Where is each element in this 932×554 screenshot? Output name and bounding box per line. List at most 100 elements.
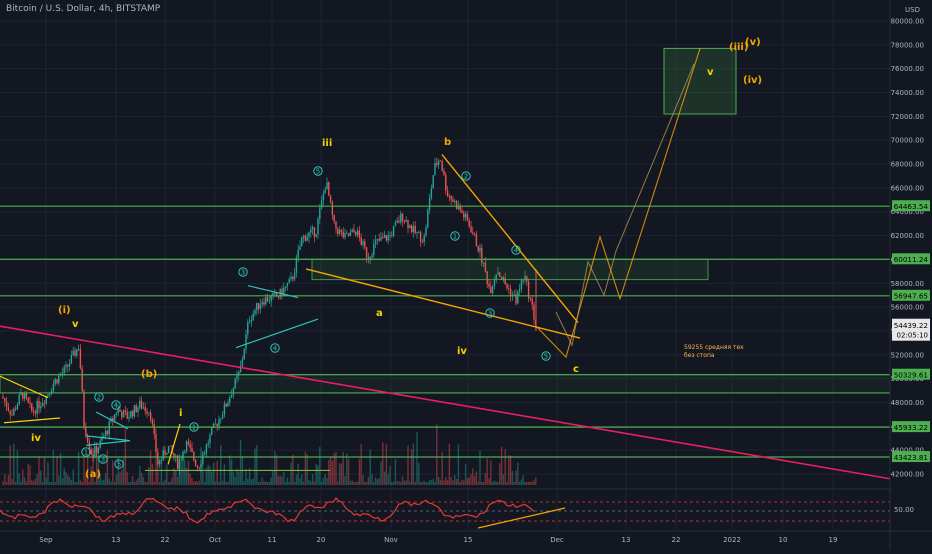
volume-bar	[51, 482, 52, 485]
candle-body	[139, 401, 140, 408]
volume-bar	[53, 450, 54, 485]
price-tick-label: 56000.00	[891, 304, 924, 312]
candle-body	[199, 467, 200, 468]
volume-bar	[267, 482, 268, 485]
candle-body	[307, 237, 308, 241]
volume-bar	[235, 477, 236, 485]
oscillator-level-label: 50.00	[894, 506, 914, 514]
currency-label: USD	[905, 6, 920, 14]
candle-body	[123, 410, 124, 417]
volume-bar	[501, 447, 502, 485]
volume-bar	[218, 482, 219, 485]
volume-bar	[317, 465, 318, 485]
volume-bar	[294, 482, 295, 485]
volume-bar	[508, 455, 509, 485]
price-level-tag-label: 43423.81	[894, 453, 928, 462]
volume-bar	[447, 480, 448, 485]
volume-bar	[398, 481, 399, 485]
circled-label: 4	[273, 345, 278, 353]
price-tick-label: 66000.00	[891, 184, 924, 192]
candle-body	[263, 302, 264, 304]
candle-body	[488, 284, 489, 287]
resistance-zone-box	[312, 259, 708, 279]
time-tick-label: 2022	[723, 536, 741, 544]
volume-bar	[6, 482, 7, 485]
volume-bar	[366, 482, 367, 485]
candle-body	[461, 210, 462, 212]
candle-body	[37, 401, 38, 414]
volume-bar	[224, 464, 225, 485]
candle-body	[452, 200, 453, 202]
candle-body	[454, 201, 455, 202]
volume-bar	[418, 463, 419, 485]
candle-body	[514, 294, 515, 295]
volume-bar	[377, 479, 378, 485]
volume-bar	[105, 473, 106, 485]
volume-bar	[107, 451, 108, 485]
circled-label: 1	[453, 233, 457, 241]
volume-bar	[479, 451, 480, 485]
candle-body	[114, 414, 115, 420]
volume-bar	[400, 482, 401, 485]
volume-bar	[512, 471, 513, 485]
volume-bar	[193, 481, 194, 485]
candle-body	[377, 239, 378, 241]
volume-bar	[119, 472, 120, 485]
candle-body	[29, 402, 30, 403]
candle-body	[290, 277, 291, 279]
candle-body	[109, 422, 110, 435]
candle-body	[247, 322, 248, 334]
annotation-line: без стопа	[684, 352, 715, 359]
candle-body	[28, 398, 29, 402]
volume-bar	[114, 482, 115, 485]
volume-bar	[341, 463, 342, 485]
volume-bar	[281, 476, 282, 485]
candle-body	[44, 403, 45, 404]
volume-bar	[236, 469, 237, 485]
volume-bar	[190, 474, 191, 485]
candle-body	[469, 221, 470, 226]
circled-label: 5	[544, 353, 548, 361]
volume-bar	[130, 482, 131, 485]
volume-bar	[393, 482, 394, 485]
candle-body	[393, 226, 394, 236]
volume-bar	[492, 482, 493, 485]
volume-bar	[389, 466, 390, 485]
volume-bar	[253, 478, 254, 485]
volume-bar	[427, 482, 428, 485]
volume-bar	[463, 481, 464, 485]
volume-bar	[256, 445, 257, 485]
candle-body	[130, 411, 131, 417]
candle-body	[314, 227, 315, 236]
candle-body	[265, 297, 266, 304]
volume-bar	[238, 472, 239, 485]
wave-label: (b)	[141, 369, 157, 380]
candle-body	[359, 230, 360, 237]
volume-bar	[240, 440, 241, 485]
candle-body	[211, 428, 212, 435]
candle-body	[427, 210, 428, 227]
time-tick-label: 11	[268, 536, 277, 544]
candle-body	[38, 401, 39, 408]
volume-bar	[299, 478, 300, 485]
candle-body	[375, 240, 376, 244]
volume-bar	[170, 482, 171, 485]
volume-bar	[415, 482, 416, 485]
candle-body	[373, 244, 374, 255]
candle-body	[150, 412, 151, 419]
volume-bar	[215, 482, 216, 485]
volume-bar	[116, 475, 117, 485]
candle-body	[64, 367, 65, 373]
wave-line	[4, 418, 60, 423]
volume-bar	[503, 474, 504, 485]
candle-body	[521, 280, 522, 289]
volume-bar	[359, 459, 360, 485]
candle-body	[73, 351, 74, 355]
volume-bar	[337, 481, 338, 485]
volume-bar	[517, 463, 518, 485]
price-tick-label: 74000.00	[891, 89, 924, 97]
volume-bar	[65, 472, 66, 485]
volume-bar	[296, 475, 297, 485]
